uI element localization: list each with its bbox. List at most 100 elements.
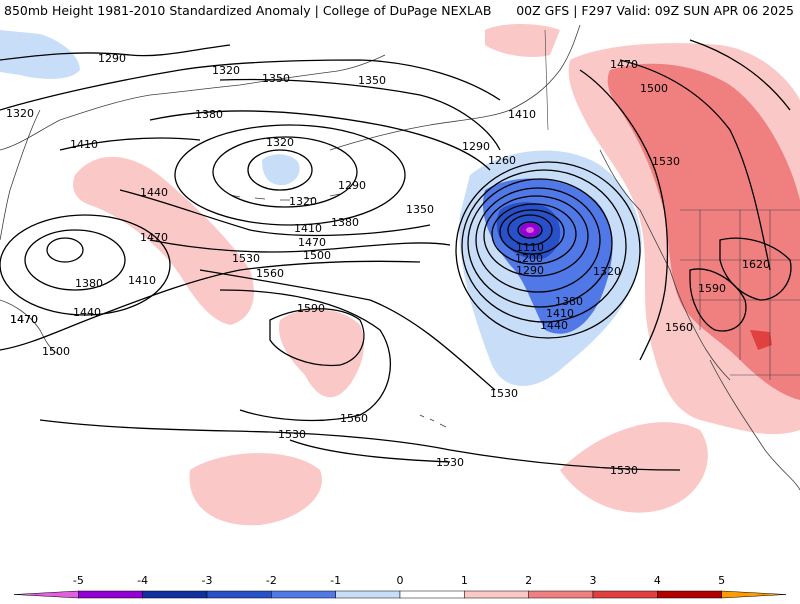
run-info: 00Z GFS | F297 Valid: 09Z SUN APR 06 202… [516, 3, 794, 18]
contour-label: 1320 [593, 265, 621, 278]
contour-label: 1500 [640, 82, 668, 95]
contour-label: 1470 [298, 236, 326, 249]
coast-bc [599, 149, 731, 381]
contour-1290 [0, 44, 231, 61]
neg-anomaly-bering [262, 154, 300, 186]
coast-baja [709, 359, 800, 491]
contour-label: 1410 [128, 274, 156, 287]
contour-label: 1530 [436, 456, 464, 469]
contour-label: 1320 [6, 107, 34, 120]
contour-1530-sw [289, 439, 451, 463]
pos-anomaly-nw-pacific [73, 156, 254, 325]
pos-anomaly-dark-west [750, 330, 772, 350]
contour-low-4 [491, 203, 577, 265]
contour-1410-b [59, 137, 201, 151]
contour-wp-2 [24, 229, 126, 291]
contour-1320-north [0, 59, 501, 111]
contour-label: 1290 [98, 52, 126, 65]
contour-label: 1440 [540, 319, 568, 332]
colorbar-legend: -5 -4 -3 -2 -1 0 1 2 3 4 5 [0, 570, 800, 600]
contour-1590-inland [689, 268, 747, 332]
contour-label: 1380 [331, 216, 359, 229]
contour-label: 1470 [10, 313, 38, 326]
contour-1440-a [119, 189, 431, 237]
contour-labels: 1290 1320 1320 1350 1350 1380 1410 1410 … [6, 52, 770, 477]
contour-1470 [149, 239, 451, 253]
contour-label: 1380 [555, 295, 583, 308]
hawaiian-islands [419, 414, 447, 428]
contour-1530 [199, 269, 496, 391]
colorbar-swatch [528, 590, 594, 599]
pos-anomaly-south [189, 453, 322, 526]
colorbar-swatch [464, 590, 529, 599]
contour-label: 1410 [70, 138, 98, 151]
contour-label: 1590 [297, 302, 325, 315]
contour-label: 1290 [462, 140, 490, 153]
contour-1500 [0, 260, 421, 351]
contour-label: 1500 [303, 249, 331, 262]
border-states-a [680, 210, 800, 380]
contour-label: 1200 [515, 252, 543, 265]
map-title: 850mb Height 1981-2010 Standardized Anom… [4, 3, 492, 18]
contour-label: 1590 [698, 282, 726, 295]
height-contours [0, 39, 792, 471]
contour-label: 1410 [294, 222, 322, 235]
contour-label: 1530 [232, 252, 260, 265]
contour-bering-3 [174, 124, 406, 226]
colorbar-svg: -5 -4 -3 -2 -1 0 1 2 3 4 5 [13, 574, 787, 599]
contour-low-5 [483, 195, 589, 277]
contour-label: 1260 [488, 154, 516, 167]
colorbar-swatch [657, 590, 722, 599]
neg-anomaly-siberia [0, 30, 80, 79]
pos-anomaly-hawaii [279, 309, 365, 398]
neg-anomaly-center [526, 227, 534, 233]
contour-west-ridge-3 [689, 39, 791, 111]
colorbar-tick-label: 5 [718, 574, 725, 587]
coastlines [0, 24, 800, 491]
colorbar-tick-label: 1 [461, 574, 468, 587]
colorbar-tick-label: 4 [654, 574, 661, 587]
contour-label: 1440 [73, 306, 101, 319]
contour-west-ridge-2 [619, 59, 771, 271]
contour-wp-1 [46, 237, 84, 263]
contour-label: 1320 [266, 136, 294, 149]
contour-bering-1 [247, 149, 313, 191]
colorbar-swatch [271, 590, 336, 599]
pos-anomaly-coast-sw [560, 422, 708, 513]
colorbar-swatch [721, 590, 787, 599]
colorbar-tick-label: 0 [397, 574, 404, 587]
contour-label: 1440 [140, 186, 168, 199]
contour-label: 1530 [278, 428, 306, 441]
colorbar-tick-label: -1 [330, 574, 341, 587]
contour-label: 1380 [75, 277, 103, 290]
contour-bering-2 [212, 136, 358, 208]
header: 850mb Height 1981-2010 Standardized Anom… [0, 0, 800, 20]
colorbar-tick-label: 2 [525, 574, 532, 587]
contour-low-7 [467, 178, 613, 308]
contour-low-8 [461, 169, 627, 323]
contour-label: 1470 [140, 231, 168, 244]
contour-label: 1410 [546, 307, 574, 320]
colorbar-swatch [335, 590, 401, 599]
contour-label: 1410 [508, 108, 536, 121]
colorbar-tick-label: 3 [590, 574, 597, 587]
contour-wp-3 [0, 214, 171, 316]
contour-label: 1350 [262, 72, 290, 85]
colorbar-tick-label: -3 [202, 574, 213, 587]
contour-low-2 [507, 214, 553, 246]
contour-label: 1530 [652, 155, 680, 168]
contour-1380 [149, 110, 491, 171]
positive-anomaly-shading [73, 24, 800, 526]
contour-label: 1530 [610, 464, 638, 477]
contour-label: 1620 [742, 258, 770, 271]
colorbar-swatches [13, 590, 787, 599]
pos-anomaly-mid-west [607, 63, 800, 400]
colorbar-swatch [78, 590, 143, 599]
contour-low-3 [499, 209, 565, 255]
border-alaska-canada [544, 29, 549, 131]
contour-label: 1290 [516, 264, 544, 277]
colorbar-swatch [399, 590, 465, 599]
contour-label: 1320 [212, 64, 240, 77]
coast-siberia [0, 54, 386, 151]
aleutians [229, 193, 341, 201]
